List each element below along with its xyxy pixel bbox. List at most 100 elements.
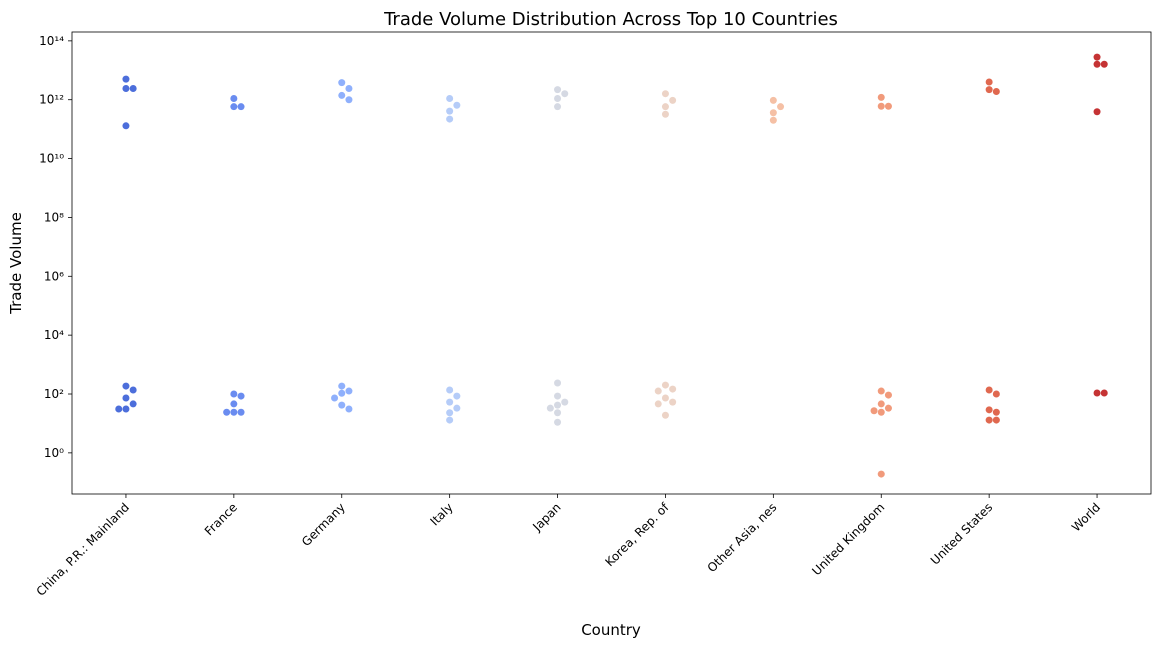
data-point	[338, 79, 346, 87]
data-point	[985, 416, 993, 424]
data-point	[1093, 108, 1101, 116]
x-tick-label: Germany	[299, 500, 348, 549]
data-point	[230, 408, 238, 416]
data-point	[237, 392, 245, 400]
data-point	[877, 400, 885, 408]
data-point	[877, 387, 885, 395]
data-point	[985, 386, 993, 394]
data-point	[122, 122, 130, 130]
x-tick-label: Korea, Rep. of	[603, 500, 673, 570]
data-point	[446, 107, 454, 115]
x-tick-label: China, P.R.: Mainland	[34, 500, 132, 598]
data-point	[331, 394, 339, 402]
data-point	[561, 90, 569, 98]
data-point	[985, 78, 993, 86]
data-point	[661, 381, 669, 389]
x-tick-label: France	[202, 500, 240, 538]
data-point	[1093, 53, 1101, 61]
x-tick-label: United Kingdom	[809, 500, 887, 578]
data-point	[1100, 60, 1108, 68]
y-axis-label: Trade Volume	[7, 212, 25, 315]
data-point	[554, 86, 562, 94]
data-point	[769, 96, 777, 104]
data-point	[338, 91, 346, 99]
data-point	[661, 90, 669, 98]
x-tick-label: Italy	[427, 500, 455, 528]
data-point	[446, 115, 454, 123]
data-point	[554, 409, 562, 417]
data-point	[561, 398, 569, 406]
plot-frame	[71, 31, 1152, 495]
data-point	[554, 379, 562, 387]
y-tick-label: 10⁶	[44, 269, 64, 283]
data-point	[1093, 60, 1101, 68]
data-point	[661, 103, 669, 111]
data-point	[223, 408, 231, 416]
data-point	[230, 400, 238, 408]
data-point	[554, 103, 562, 111]
data-point	[237, 408, 245, 416]
data-point	[237, 103, 245, 111]
data-point	[669, 398, 677, 406]
data-point	[446, 409, 454, 417]
x-tick-label: United States	[928, 500, 995, 567]
data-point	[877, 408, 885, 416]
data-point	[777, 103, 785, 111]
x-tick-label: World	[1069, 500, 1103, 534]
data-point	[453, 392, 461, 400]
data-point	[345, 85, 353, 93]
data-point	[554, 94, 562, 102]
data-point	[338, 401, 346, 409]
data-point	[230, 390, 238, 398]
data-point	[877, 102, 885, 110]
y-tick-label: 10²	[44, 387, 64, 401]
data-point	[877, 470, 885, 478]
data-point	[554, 401, 562, 409]
data-point	[345, 405, 353, 413]
y-tick-label: 10¹²	[39, 93, 64, 107]
x-axis-label: Country	[581, 621, 641, 639]
data-point	[877, 93, 885, 101]
data-point	[769, 109, 777, 117]
y-tick-label: 10⁸	[44, 210, 64, 224]
data-point	[338, 389, 346, 397]
data-point	[654, 400, 662, 408]
data-point	[446, 398, 454, 406]
data-point	[554, 418, 562, 426]
data-point	[985, 406, 993, 414]
x-tick-label: Japan	[529, 500, 563, 534]
data-point	[870, 407, 878, 415]
data-point	[122, 394, 130, 402]
data-point	[115, 405, 123, 413]
data-point	[129, 85, 137, 93]
data-point	[992, 408, 1000, 416]
data-point	[992, 416, 1000, 424]
data-point	[129, 400, 137, 408]
data-point	[338, 382, 346, 390]
data-point	[446, 416, 454, 424]
data-point	[769, 116, 777, 124]
y-tick-label: 10¹⁴	[39, 34, 64, 48]
data-point	[992, 88, 1000, 96]
data-point	[122, 382, 130, 390]
data-point	[230, 94, 238, 102]
y-tick-label: 10¹⁰	[39, 152, 64, 166]
data-point	[453, 404, 461, 412]
data-point	[446, 386, 454, 394]
y-tick-label: 10⁴	[44, 328, 64, 342]
data-point	[654, 387, 662, 395]
y-tick-label: 10⁰	[44, 446, 64, 460]
data-point	[884, 391, 892, 399]
data-point	[661, 411, 669, 419]
data-point	[122, 85, 130, 93]
data-point	[453, 101, 461, 109]
data-point	[122, 75, 130, 83]
data-point	[992, 390, 1000, 398]
data-point	[446, 94, 454, 102]
data-point	[230, 103, 238, 111]
data-point	[1093, 389, 1101, 397]
data-point	[669, 96, 677, 104]
data-point	[1100, 389, 1108, 397]
data-point	[345, 96, 353, 104]
